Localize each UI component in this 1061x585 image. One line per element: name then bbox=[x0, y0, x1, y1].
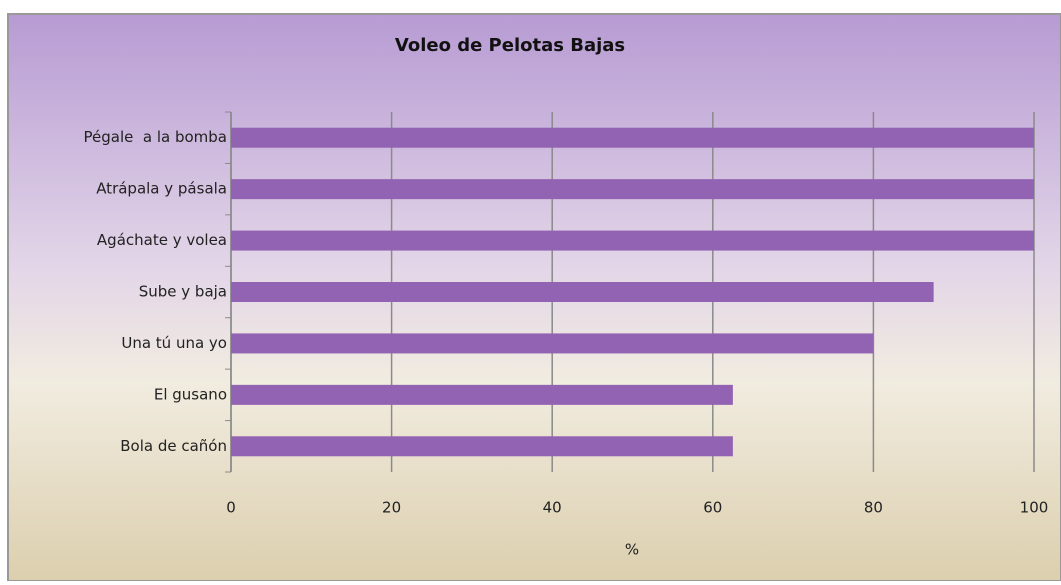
bar bbox=[231, 230, 1034, 251]
bar bbox=[231, 179, 1034, 200]
y-tick-label: Atrápala y pásala bbox=[96, 180, 227, 198]
x-tick-label: 80 bbox=[864, 499, 883, 517]
bar bbox=[231, 436, 733, 457]
chart-title: Voleo de Pelotas Bajas bbox=[395, 35, 625, 56]
bar bbox=[231, 333, 874, 354]
x-tick-label: 0 bbox=[226, 499, 236, 517]
bar bbox=[231, 282, 934, 302]
x-tick-label: 20 bbox=[382, 499, 401, 517]
y-tick-label: El gusano bbox=[154, 385, 227, 403]
bar bbox=[231, 127, 1034, 148]
bar bbox=[231, 384, 733, 405]
y-tick-label: Una tú una yo bbox=[121, 334, 227, 352]
y-tick-label: Pégale a la bomba bbox=[84, 128, 228, 146]
x-tick-label: 40 bbox=[543, 499, 562, 517]
y-tick-label: Sube y baja bbox=[139, 283, 227, 301]
x-axis-label: % bbox=[625, 541, 639, 559]
x-tick-label: 60 bbox=[703, 499, 722, 517]
y-tick-label: Bola de cañón bbox=[120, 437, 227, 455]
x-tick-label: 100 bbox=[1020, 499, 1049, 517]
y-tick-label: Agáchate y volea bbox=[97, 231, 227, 249]
